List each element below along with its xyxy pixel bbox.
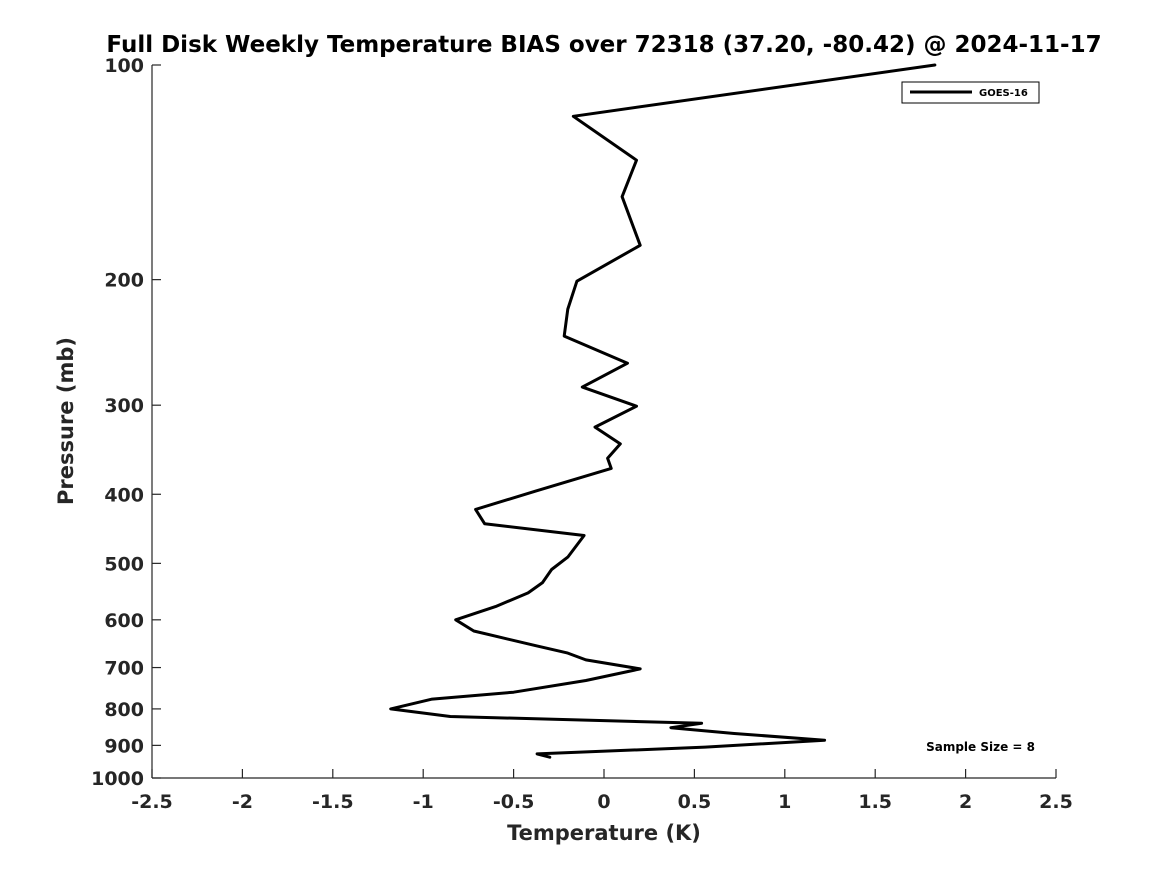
y-tick-label: 300 — [104, 395, 144, 417]
x-tick-label: -2 — [232, 791, 253, 813]
x-tick-label: -1 — [413, 791, 434, 813]
y-tick-label: 800 — [104, 699, 144, 721]
x-tick-label: 2 — [959, 791, 972, 813]
x-tick-label: -2.5 — [131, 791, 173, 813]
y-axis-ticks: 100 200 300 400 500 600 700 800 900 1000 — [91, 55, 161, 790]
legend: GOES-16 — [901, 81, 1040, 104]
y-axis-label: Pressure (mb) — [54, 337, 78, 505]
y-tick-label: 500 — [104, 553, 144, 575]
x-axis-ticks: -2.5 -2 -1.5 -1 -0.5 0 0.5 1 1.5 2 2.5 — [131, 769, 1073, 813]
y-tick-label: 1000 — [91, 768, 144, 790]
series-layer — [389, 63, 937, 759]
chart-title: Full Disk Weekly Temperature BIAS over 7… — [106, 32, 1101, 58]
y-tick-label: 400 — [104, 484, 144, 506]
x-tick-label: 0 — [597, 791, 610, 813]
x-tick-label: -0.5 — [493, 791, 535, 813]
legend-entry-goes-16: GOES-16 — [979, 88, 1028, 99]
y-tick-label: 600 — [104, 610, 144, 632]
sample-size-annotation: Sample Size = 8 — [926, 740, 1035, 754]
y-tick-label: 900 — [104, 735, 144, 757]
x-tick-label: -1.5 — [312, 791, 354, 813]
x-tick-label: 1.5 — [858, 791, 892, 813]
y-tick-label: 100 — [104, 55, 144, 77]
y-tick-label: 700 — [104, 658, 144, 680]
series-line-goes-16 — [389, 63, 937, 759]
x-tick-label: 2.5 — [1039, 791, 1073, 813]
x-tick-label: 1 — [778, 791, 791, 813]
x-tick-label: 0.5 — [678, 791, 712, 813]
x-axis-label: Temperature (K) — [507, 821, 701, 845]
y-tick-label: 200 — [104, 270, 144, 292]
